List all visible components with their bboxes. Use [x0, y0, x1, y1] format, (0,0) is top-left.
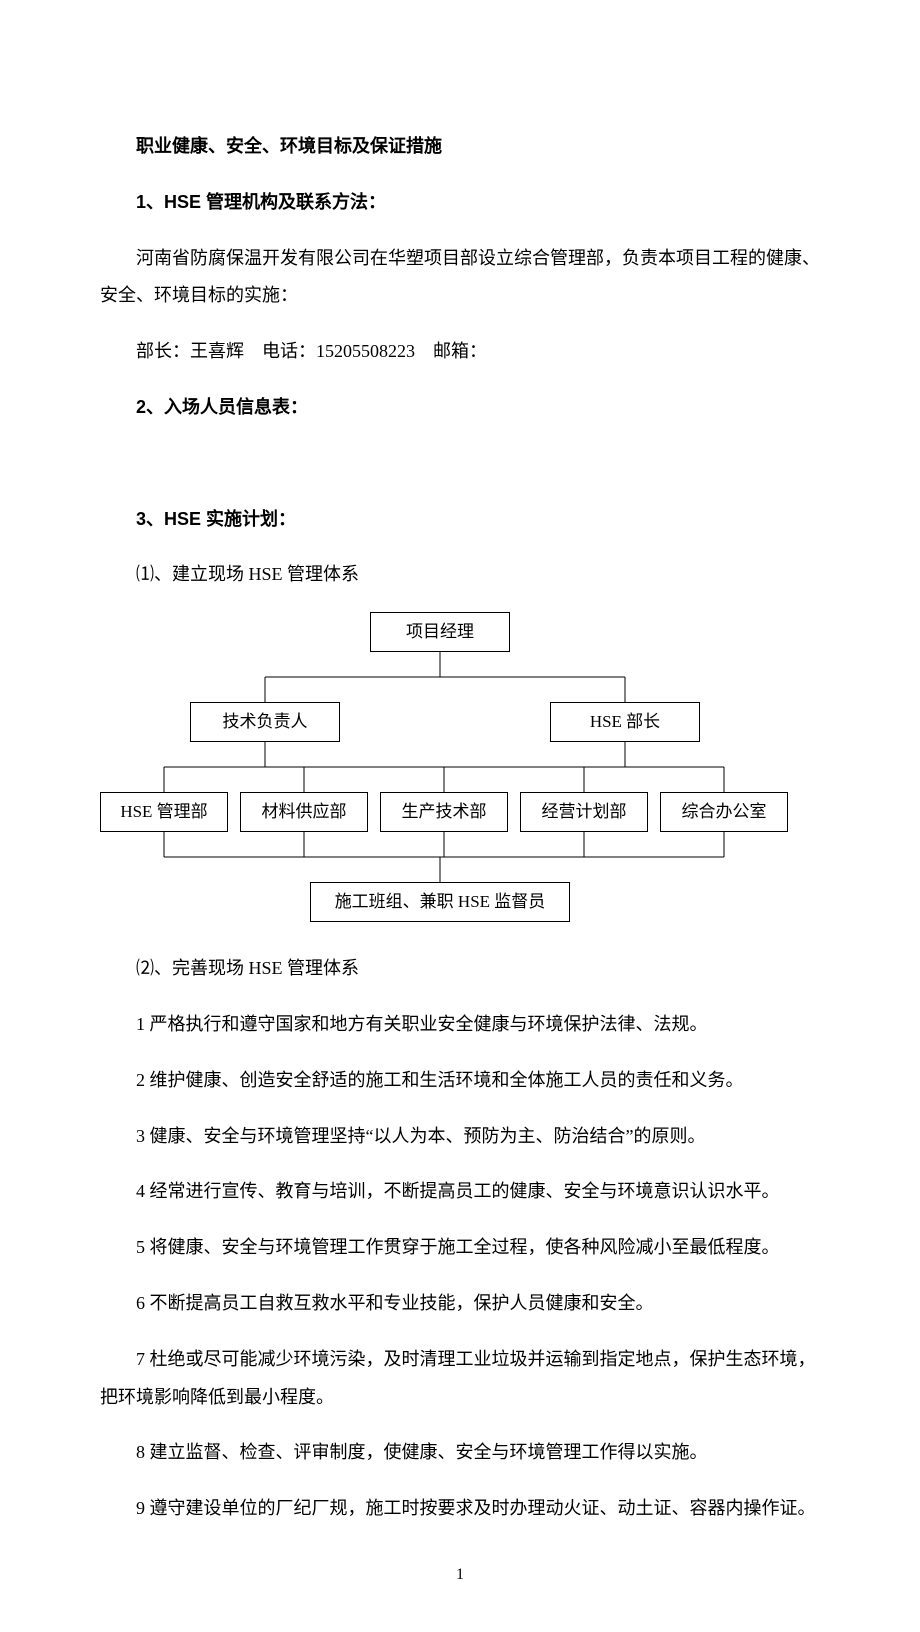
section-heading: 3、HSE 实施计划：: [100, 501, 820, 539]
paragraph: 部长：王喜辉 电话：15205508223 邮箱：: [100, 333, 820, 371]
rule-item: 6 不断提高员工自救互救水平和专业技能，保护人员健康和安全。: [100, 1285, 820, 1323]
rule-item: 5 将健康、安全与环境管理工作贯穿于施工全过程，使各种风险减小至最低程度。: [100, 1229, 820, 1267]
section-heading: 2、入场人员信息表：: [100, 389, 820, 427]
page-title: 职业健康、安全、环境目标及保证措施: [100, 128, 820, 166]
chart-node-dept: 材料供应部: [240, 792, 368, 832]
chart-node-tech-lead: 技术负责人: [190, 702, 340, 742]
chart-node-dept: HSE 管理部: [100, 792, 228, 832]
rule-item: 7 杜绝或尽可能减少环境污染，及时清理工业垃圾并运输到指定地点，保护生态环境，把…: [100, 1341, 820, 1417]
paragraph: ⑵、完善现场 HSE 管理体系: [100, 950, 820, 988]
chart-node-top: 项目经理: [370, 612, 510, 652]
rule-item: 8 建立监督、检查、评审制度，使健康、安全与环境管理工作得以实施。: [100, 1434, 820, 1472]
rule-item: 1 严格执行和遵守国家和地方有关职业安全健康与环境保护法律、法规。: [100, 1006, 820, 1044]
chart-node-dept: 综合办公室: [660, 792, 788, 832]
rule-item: 2 维护健康、创造安全舒适的施工和生活环境和全体施工人员的责任和义务。: [100, 1062, 820, 1100]
paragraph: ⑴、建立现场 HSE 管理体系: [100, 556, 820, 594]
org-chart: 项目经理 技术负责人 HSE 部长 HSE 管理部 材料供应部 生产技术部 经营…: [100, 612, 820, 932]
chart-node-dept: 经营计划部: [520, 792, 648, 832]
page-number: 1: [100, 1558, 820, 1592]
section-heading: 1、HSE 管理机构及联系方法：: [100, 184, 820, 222]
rule-item: 3 健康、安全与环境管理坚持“以人为本、预防为主、防治结合”的原则。: [100, 1118, 820, 1156]
rule-item: 4 经常进行宣传、教育与培训，不断提高员工的健康、安全与环境意识认识水平。: [100, 1173, 820, 1211]
chart-node-hse-lead: HSE 部长: [550, 702, 700, 742]
document-page: 职业健康、安全、环境目标及保证措施 1、HSE 管理机构及联系方法： 河南省防腐…: [0, 0, 920, 1632]
paragraph: 河南省防腐保温开发有限公司在华塑项目部设立综合管理部，负责本项目工程的健康、安全…: [100, 240, 820, 316]
chart-node-dept: 生产技术部: [380, 792, 508, 832]
rule-item: 9 遵守建设单位的厂纪厂规，施工时按要求及时办理动火证、动土证、容器内操作证。: [100, 1490, 820, 1528]
paragraph-empty: [100, 445, 820, 483]
chart-node-bottom: 施工班组、兼职 HSE 监督员: [310, 882, 570, 922]
